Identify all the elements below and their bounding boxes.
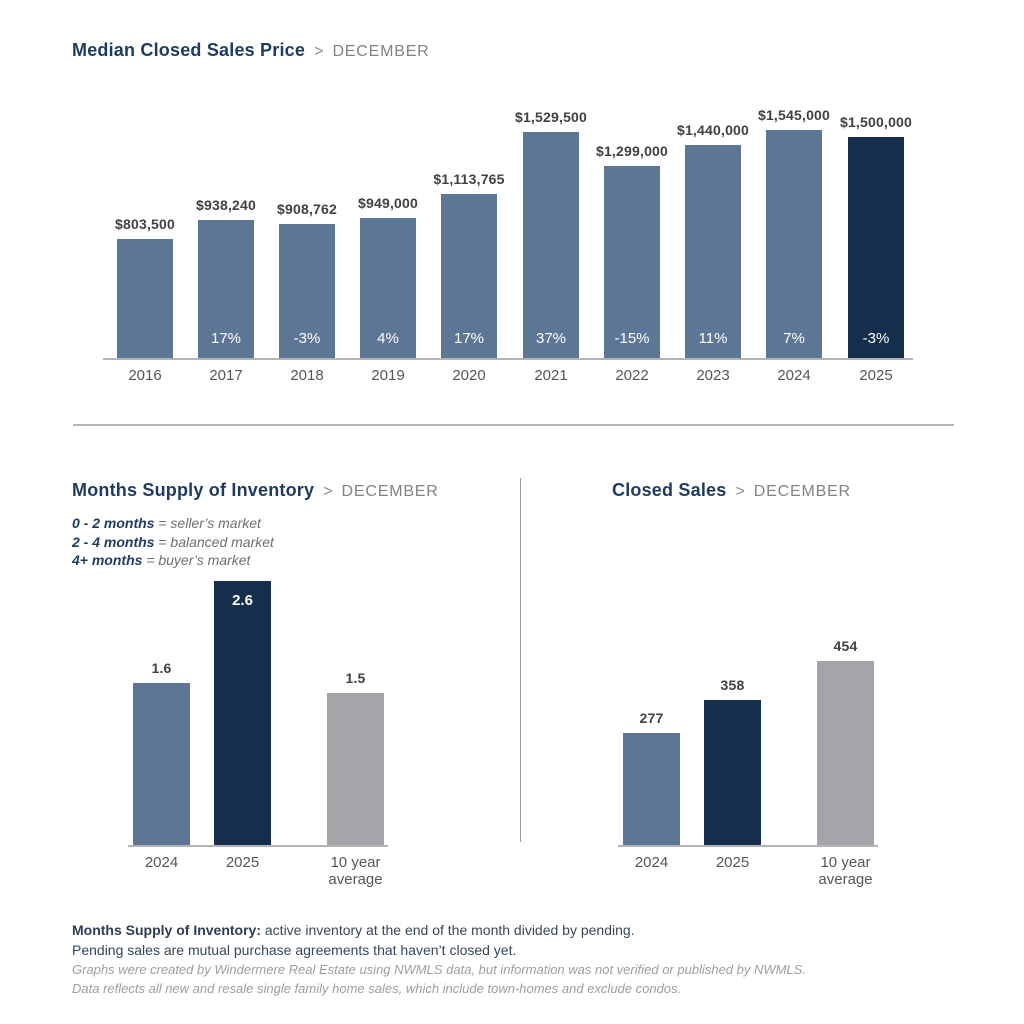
value-label-2024: 277 — [639, 710, 664, 726]
value-label-2017: $938,240 — [196, 197, 256, 213]
pct-change-label-2024: 7% — [783, 330, 805, 347]
median-price-header: Median Closed Sales Price > DECEMBER — [72, 40, 430, 61]
value-label-10-year-average: 1.5 — [345, 670, 366, 686]
bar-2018 — [279, 224, 335, 358]
closed-sales-chart: 277 2024 358 2025 454 10 year average — [618, 630, 878, 888]
chart-divider — [520, 478, 521, 842]
pct-change-label-2022: -15% — [614, 330, 650, 347]
legend-range: 2 - 4 months — [72, 533, 155, 550]
pct-change-label-2021: 37% — [535, 330, 567, 347]
value-label-2025: $1,500,000 — [839, 114, 913, 130]
category-label-2024: 2024 — [144, 854, 179, 871]
chart-period-median-price: DECEMBER — [332, 43, 430, 60]
category-label-2016: 2016 — [128, 367, 162, 384]
category-label-10-year-average: 10 year average — [328, 854, 383, 889]
category-label-2022: 2022 — [615, 367, 649, 384]
legend-line-sellers: 0 - 2 months = seller’s market — [72, 514, 274, 533]
value-label-2023: $1,440,000 — [676, 122, 750, 138]
header-separator: > — [314, 43, 324, 60]
pct-change-label-2025: -3% — [862, 330, 890, 347]
value-label-2021: $1,529,500 — [514, 109, 588, 125]
bar-10-year-average — [817, 661, 874, 845]
bar-2024 — [766, 130, 822, 358]
bar-2024 — [133, 683, 190, 845]
median-price-chart: $803,500 2016 $938,240 17% 2017 $908,762 -3% 20… — [103, 103, 913, 384]
bar-10-year-average — [327, 693, 384, 845]
disclaimer-line-2: Data reflects all new and resale single … — [72, 980, 682, 996]
months-supply-chart: 1.6 2024 2.6 2025 1.5 10 year average — [128, 573, 388, 888]
bar-2024 — [623, 733, 680, 845]
chart-period-closed-sales: DECEMBER — [753, 483, 851, 500]
legend-desc: = balanced market — [158, 533, 274, 550]
legend-range: 0 - 2 months — [72, 515, 155, 531]
value-label-10-year-average: 454 — [833, 638, 858, 654]
pct-change-label-2018: -3% — [293, 330, 321, 347]
data-disclaimer: Graphs were created by Windermere Real E… — [72, 961, 806, 998]
pct-change-label-2019: 4% — [377, 330, 399, 347]
category-label-2018: 2018 — [290, 367, 324, 384]
value-label-inside-2025: 2.6 — [232, 592, 253, 609]
pct-change-label-2020: 17% — [453, 330, 485, 347]
value-label-2024: $1,545,000 — [757, 107, 831, 123]
x-axis-months-supply — [128, 845, 388, 847]
closed-sales-header: Closed Sales > DECEMBER — [612, 480, 851, 501]
header-separator: > — [323, 483, 333, 500]
bar-2017 — [198, 220, 254, 358]
bar-2025 — [704, 700, 761, 845]
category-label-2025: 2025 — [715, 854, 750, 871]
bar-2021 — [523, 132, 579, 358]
months-supply-header: Months Supply of Inventory > DECEMBER — [72, 480, 439, 501]
value-label-2024: 1.6 — [151, 660, 172, 676]
disclaimer-line-1: Graphs were created by Windermere Real E… — [72, 962, 806, 977]
chart-title-months-supply: Months Supply of Inventory — [72, 480, 315, 500]
category-label-2020: 2020 — [452, 367, 486, 384]
bar-2025 — [848, 137, 904, 358]
legend-line-balanced: 2 - 4 months = balanced market — [72, 533, 274, 552]
category-label-2025: 2025 — [859, 367, 893, 384]
value-label-2025: 358 — [720, 677, 745, 693]
value-label-2018: $908,762 — [277, 201, 337, 217]
category-label-2023: 2023 — [696, 367, 730, 384]
bar-2016 — [117, 239, 173, 358]
value-label-2019: $949,000 — [358, 195, 418, 211]
pct-change-label-2023: 11% — [698, 330, 728, 347]
months-supply-definition: Months Supply of Inventory: active inven… — [72, 920, 635, 960]
definition-line-2: Pending sales are mutual purchase agreem… — [72, 942, 517, 958]
legend-desc: = seller’s market — [158, 515, 261, 531]
definition-term: Months Supply of Inventory: — [72, 922, 261, 938]
legend-desc: = buyer’s market — [146, 552, 251, 568]
section-divider — [73, 424, 954, 426]
category-label-2025: 2025 — [225, 854, 260, 871]
category-label-2024: 2024 — [634, 854, 669, 871]
legend-range: 4+ months — [72, 552, 143, 568]
bar-2019 — [360, 218, 416, 358]
bar-2023 — [685, 145, 741, 358]
category-label-2021: 2021 — [534, 367, 568, 384]
bar-2020 — [441, 194, 497, 358]
chart-title-median-price: Median Closed Sales Price — [72, 40, 306, 60]
x-axis-closed-sales — [618, 845, 878, 847]
category-label-2024: 2024 — [777, 367, 811, 384]
definition-line-1: Months Supply of Inventory: active inven… — [72, 920, 635, 940]
value-label-2020: $1,113,765 — [433, 171, 505, 187]
header-separator: > — [735, 483, 745, 500]
market-legend: 0 - 2 months = seller’s market 2 - 4 mon… — [72, 514, 274, 570]
bar-2025 — [214, 581, 271, 845]
value-label-2022: $1,299,000 — [595, 143, 669, 159]
chart-title-closed-sales: Closed Sales — [612, 480, 727, 500]
category-label-2017: 2017 — [209, 367, 243, 384]
legend-line-buyers: 4+ months = buyer’s market — [72, 551, 274, 570]
x-axis-median-price — [103, 358, 913, 360]
pct-change-label-2017: 17% — [210, 330, 242, 347]
category-label-10-year-average: 10 year average — [818, 854, 873, 889]
chart-period-months-supply: DECEMBER — [341, 483, 439, 500]
definition-text: active inventory at the end of the month… — [261, 922, 635, 938]
category-label-2019: 2019 — [371, 367, 405, 384]
bar-2022 — [604, 166, 660, 358]
value-label-2016: $803,500 — [115, 216, 175, 232]
